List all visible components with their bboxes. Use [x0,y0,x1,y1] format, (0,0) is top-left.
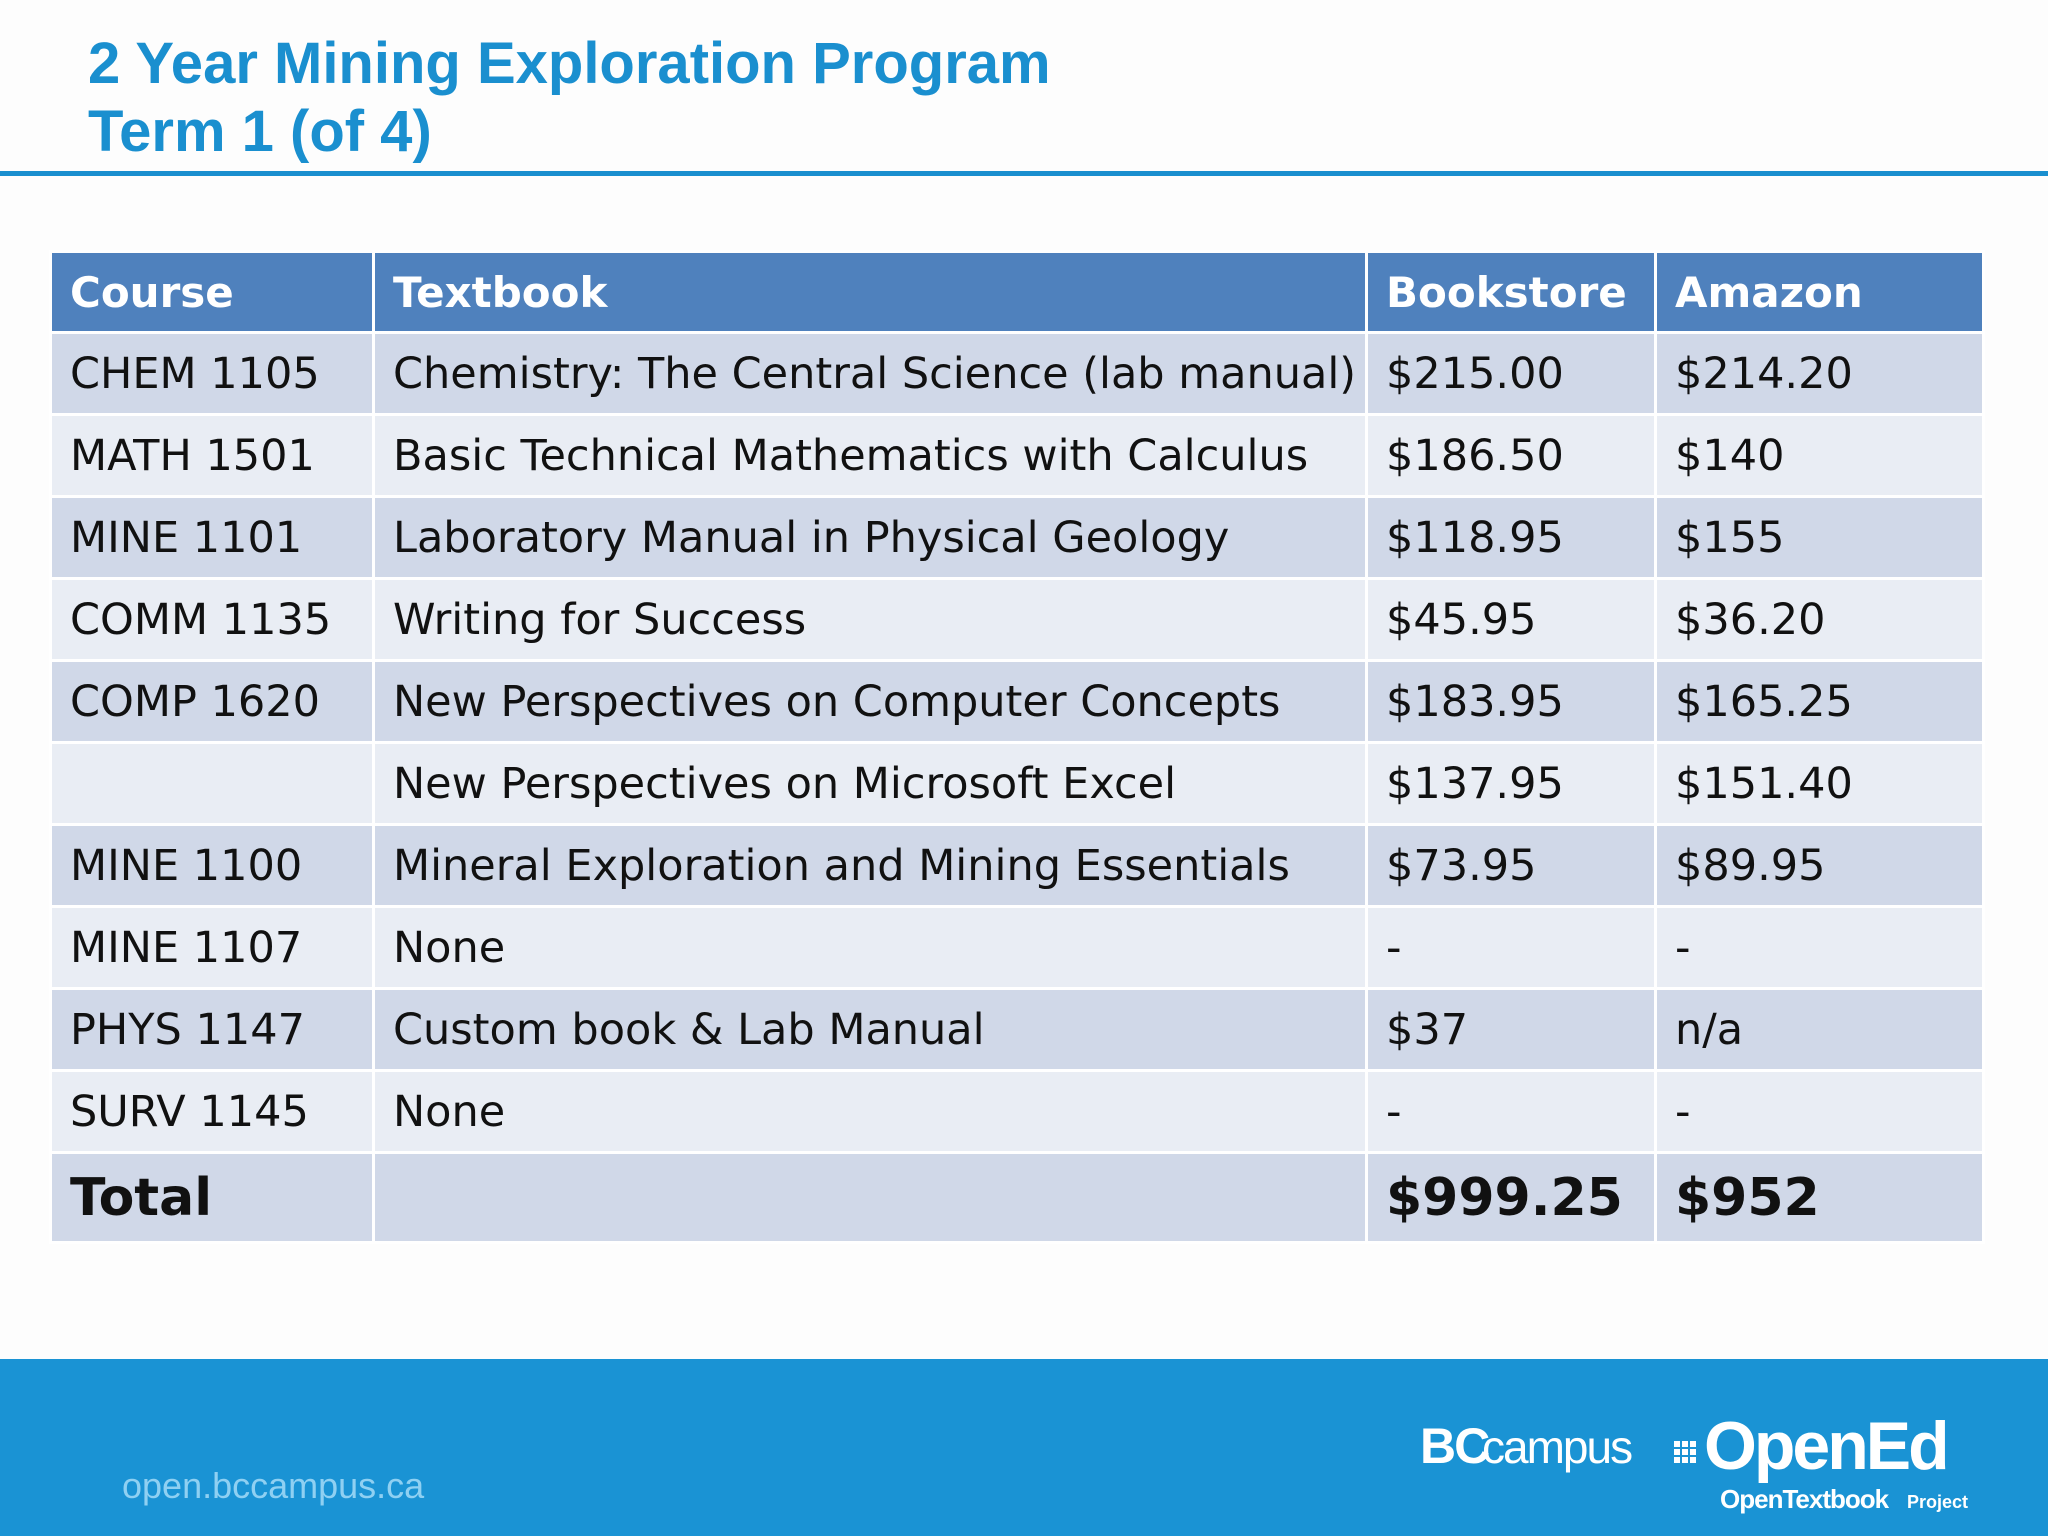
cell-textbook: Chemistry: The Central Science (lab manu… [372,331,1368,416]
cell-textbook: Custom book & Lab Manual [372,987,1368,1072]
footer-url: open.bccampus.ca [122,1465,425,1506]
logo-dots-icon [1674,1441,1696,1463]
cell-bookstore-price: $183.95 [1365,659,1657,744]
logo-opened-text: OpenEd [1704,1408,1947,1484]
cell-course: PHYS 1147 [49,987,375,1072]
logo-tagline-small-text: Project [1907,1492,1968,1512]
cell-course: MINE 1100 [49,823,375,908]
cell-course [49,741,375,826]
logo-campus-text: campus [1482,1421,1632,1473]
cell-textbook: New Perspectives on Microsoft Excel [372,741,1368,826]
table-header-row: Course Textbook Bookstore Amazon [49,250,1985,334]
title-line-1: 2 Year Mining Exploration Program [88,31,1051,96]
header-course: Course [49,250,375,334]
bccampus-opened-logo: BC campus OpenEd OpenTextbook Project [1420,1408,1968,1514]
table-row: MINE 1107 None - - [49,905,1985,990]
cell-course: COMP 1620 [49,659,375,744]
total-textbook-cell [372,1151,1368,1244]
cell-bookstore-price: $37 [1365,987,1657,1072]
total-amazon: $952 [1654,1151,1985,1244]
cell-amazon-price: $214.20 [1654,331,1985,416]
cell-textbook: Basic Technical Mathematics with Calculu… [372,413,1368,498]
cell-amazon-price: $155 [1654,495,1985,580]
title-line-2: Term 1 (of 4) [88,99,432,164]
table-row: COMM 1135 Writing for Success $45.95 $36… [49,577,1985,662]
cell-amazon-price: $89.95 [1654,823,1985,908]
cell-textbook: New Perspectives on Computer Concepts [372,659,1368,744]
cell-bookstore-price: $137.95 [1365,741,1657,826]
cell-bookstore-price: $186.50 [1365,413,1657,498]
slide-title: 2 Year Mining Exploration Program Term 1… [88,30,1988,166]
cell-course: CHEM 1105 [49,331,375,416]
cell-course: MATH 1501 [49,413,375,498]
total-row: Total $999.25 $952 [49,1151,1985,1244]
table-row: SURV 1145 None - - [49,1069,1985,1154]
cell-bookstore-price: - [1365,905,1657,990]
cell-amazon-price: $36.20 [1654,577,1985,662]
cell-textbook: Mineral Exploration and Mining Essential… [372,823,1368,908]
cell-amazon-price: n/a [1654,987,1985,1072]
cell-amazon-price: $140 [1654,413,1985,498]
table-row: PHYS 1147 Custom book & Lab Manual $37 n… [49,987,1985,1072]
cell-textbook: None [372,1069,1368,1154]
table-row: MINE 1101 Laboratory Manual in Physical … [49,495,1985,580]
cell-course: COMM 1135 [49,577,375,662]
header-bookstore: Bookstore [1365,250,1657,334]
table-row: CHEM 1105 Chemistry: The Central Science… [49,331,1985,416]
cell-course: MINE 1107 [49,905,375,990]
cell-course: SURV 1145 [49,1069,375,1154]
textbook-price-table: Course Textbook Bookstore Amazon CHEM 11… [49,250,1985,1244]
header-textbook: Textbook [372,250,1368,334]
logo-bc-text: BC [1420,1418,1489,1474]
cell-bookstore-price: - [1365,1069,1657,1154]
table-row: New Perspectives on Microsoft Excel $137… [49,741,1985,826]
cell-amazon-price: - [1654,1069,1985,1154]
cell-textbook: None [372,905,1368,990]
cell-textbook: Writing for Success [372,577,1368,662]
cell-amazon-price: $165.25 [1654,659,1985,744]
footer-bar: open.bccampus.ca BC campus OpenEd OpenTe… [0,1359,2048,1536]
cell-course: MINE 1101 [49,495,375,580]
header-amazon: Amazon [1654,250,1985,334]
table-row: MINE 1100 Mineral Exploration and Mining… [49,823,1985,908]
total-bookstore: $999.25 [1365,1151,1657,1244]
cell-bookstore-price: $215.00 [1365,331,1657,416]
cell-amazon-price: $151.40 [1654,741,1985,826]
total-label: Total [49,1151,375,1244]
title-divider [0,171,2048,176]
table-row: COMP 1620 New Perspectives on Computer C… [49,659,1985,744]
cell-textbook: Laboratory Manual in Physical Geology [372,495,1368,580]
cell-amazon-price: - [1654,905,1985,990]
logo-tagline-text: OpenTextbook [1720,1484,1890,1514]
cell-bookstore-price: $118.95 [1365,495,1657,580]
cell-bookstore-price: $45.95 [1365,577,1657,662]
cell-bookstore-price: $73.95 [1365,823,1657,908]
table-row: MATH 1501 Basic Technical Mathematics wi… [49,413,1985,498]
